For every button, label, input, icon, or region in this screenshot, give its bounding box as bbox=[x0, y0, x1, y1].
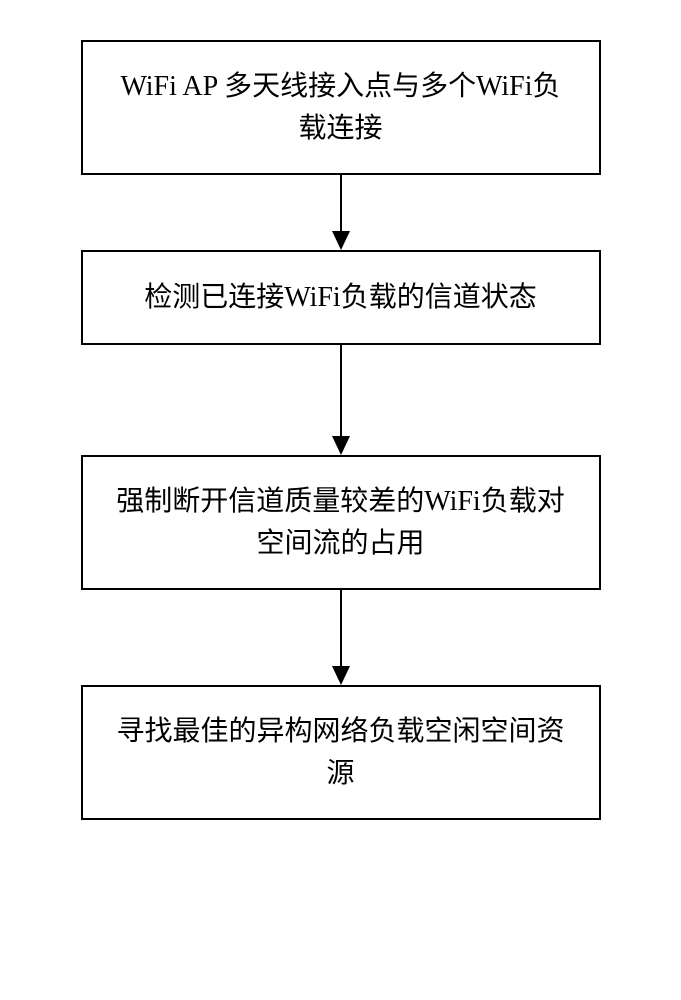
node-label: 检测已连接WiFi负载的信道状态 bbox=[144, 277, 536, 319]
node-label: WiFi AP 多天线接入点与多个WiFi负载连接 bbox=[113, 66, 569, 150]
flowchart-arrow-1 bbox=[329, 175, 353, 250]
node-label: 强制断开信道质量较差的WiFi负载对空间流的占用 bbox=[113, 481, 569, 565]
flowchart-node-1: WiFi AP 多天线接入点与多个WiFi负载连接 bbox=[81, 40, 601, 175]
flowchart-arrow-2 bbox=[329, 345, 353, 455]
flowchart-arrow-3 bbox=[329, 590, 353, 685]
flowchart-node-4: 寻找最佳的异构网络负载空闲空间资源 bbox=[81, 685, 601, 820]
flowchart-node-3: 强制断开信道质量较差的WiFi负载对空间流的占用 bbox=[81, 455, 601, 590]
flowchart-node-2: 检测已连接WiFi负载的信道状态 bbox=[81, 250, 601, 345]
node-label: 寻找最佳的异构网络负载空闲空间资源 bbox=[113, 711, 569, 795]
flowchart-container: WiFi AP 多天线接入点与多个WiFi负载连接 检测已连接WiFi负载的信道… bbox=[81, 40, 601, 820]
